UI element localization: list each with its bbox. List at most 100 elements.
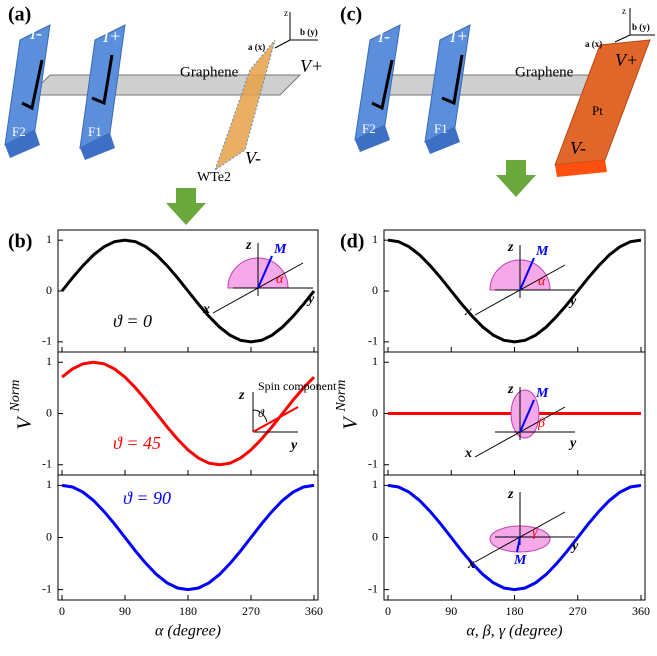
label: V+ — [300, 56, 323, 76]
plot-frame — [384, 230, 645, 352]
annotation: ϑ = 45 — [113, 433, 161, 453]
x-tick-label: 90 — [119, 604, 131, 618]
label: Graphene — [180, 64, 239, 80]
label: Pt — [592, 103, 603, 118]
inset-label: z — [238, 388, 245, 403]
y-tick-label: 0 — [46, 405, 52, 419]
axis-a — [615, 35, 630, 42]
x-tick-label: 0 — [59, 604, 65, 618]
inset-label: α — [538, 274, 546, 289]
inset-disc — [511, 390, 539, 438]
x-tick-label: 360 — [305, 604, 323, 618]
plot-frame — [58, 475, 318, 600]
y-tick-label: -1 — [42, 581, 52, 595]
data-line — [62, 485, 314, 589]
inset-label: z — [507, 240, 514, 255]
down-arrow — [166, 188, 206, 225]
plot-frame — [58, 352, 318, 475]
label: I- — [377, 26, 390, 46]
inset-label: M — [513, 553, 527, 568]
y-tick-label: 1 — [46, 354, 52, 368]
x-tick-label: 180 — [506, 604, 524, 618]
down-arrow — [496, 160, 536, 197]
data-line — [388, 240, 641, 342]
label: I- — [29, 23, 42, 43]
inset-label: y — [570, 539, 579, 554]
y-tick-label: 1 — [372, 477, 378, 491]
inset-label: z — [507, 382, 514, 397]
x-tick-label: 0 — [385, 604, 391, 618]
schematic-a: (a) I- I+ Graphene F2 F1 WTe2 V+ V- a (x… — [5, 4, 323, 186]
y-axis-label: V — [340, 415, 362, 430]
x-axis-label: α, β, γ (degree) — [466, 623, 562, 640]
label: Graphene — [515, 64, 574, 80]
label: F2 — [362, 121, 376, 136]
label: a (x) — [585, 39, 602, 49]
y-tick-label: 0 — [372, 283, 378, 297]
axis-a — [275, 40, 290, 48]
y-tick-label: 0 — [46, 283, 52, 297]
inset-label: y — [568, 436, 577, 451]
inset-label: M — [535, 386, 549, 401]
x-axis-label: α (degree) — [155, 623, 221, 640]
y-tick-label: -1 — [42, 457, 52, 471]
inset-label: x — [464, 446, 472, 461]
label: b (y) — [300, 27, 318, 37]
label: z — [622, 6, 626, 16]
label: WTe2 — [197, 170, 231, 185]
schematic-c: (c) I- I+ Graphene F2 F1 Pt V+ V- a (x) … — [340, 4, 655, 177]
x-tick-label: 180 — [179, 604, 197, 618]
label: F2 — [12, 124, 26, 139]
panel-label: (c) — [340, 4, 362, 26]
y-tick-label: 1 — [46, 232, 52, 246]
y-tick-label: 0 — [372, 529, 378, 543]
y-tick-label: -1 — [368, 457, 378, 471]
x-tick-label: 270 — [569, 604, 587, 618]
y-tick-label: -1 — [42, 334, 52, 348]
data-line — [62, 362, 314, 465]
label: F1 — [88, 124, 102, 139]
label: z — [284, 8, 288, 18]
annotation: ϑ = 0 — [113, 311, 152, 331]
label: I+ — [449, 26, 468, 46]
inset-label: y — [289, 438, 298, 453]
y-tick-label: 0 — [372, 405, 378, 419]
label: a (x) — [248, 42, 265, 52]
inset-label: ϑ — [258, 406, 265, 420]
y-tick-label: 0 — [46, 529, 52, 543]
inset-label: α — [276, 272, 284, 287]
inset-label: x — [202, 302, 210, 317]
annotation: ϑ = 90 — [123, 488, 171, 508]
inset-label: z — [507, 487, 514, 502]
inset-label: M — [535, 244, 549, 259]
x-tick-label: 270 — [242, 604, 260, 618]
label: V+ — [615, 50, 638, 70]
inset-label: z — [245, 238, 252, 253]
y-tick-label: 1 — [372, 354, 378, 368]
panel-label: (b) — [8, 231, 32, 253]
y-tick-label: -1 — [368, 581, 378, 595]
label: F1 — [434, 121, 448, 136]
figure: (a) I- I+ Graphene F2 F1 WTe2 V+ V- a (x… — [0, 0, 657, 656]
label: I+ — [102, 26, 121, 46]
inset-label: y — [568, 294, 577, 309]
inset-label: M — [273, 242, 287, 257]
y-tick-label: 1 — [46, 477, 52, 491]
label: V- — [245, 148, 261, 168]
inset-label: x — [464, 304, 472, 319]
label: b (y) — [632, 22, 650, 32]
y-axis-label-sup: Norm — [8, 380, 23, 413]
y-tick-label: -1 — [368, 334, 378, 348]
panel-label: (d) — [340, 231, 364, 253]
y-tick-label: 1 — [372, 232, 378, 246]
label: V- — [570, 138, 586, 158]
inset-label: Spin component — [258, 379, 337, 393]
y-axis-label: V — [14, 415, 36, 430]
inset-label: y — [306, 292, 315, 307]
inset-label: γ — [532, 525, 538, 540]
panel-label: (a) — [8, 4, 31, 26]
inset-label: x — [467, 557, 475, 572]
y-axis-label-sup: Norm — [334, 380, 349, 413]
x-tick-label: 360 — [632, 604, 650, 618]
inset-label: β — [537, 416, 545, 431]
